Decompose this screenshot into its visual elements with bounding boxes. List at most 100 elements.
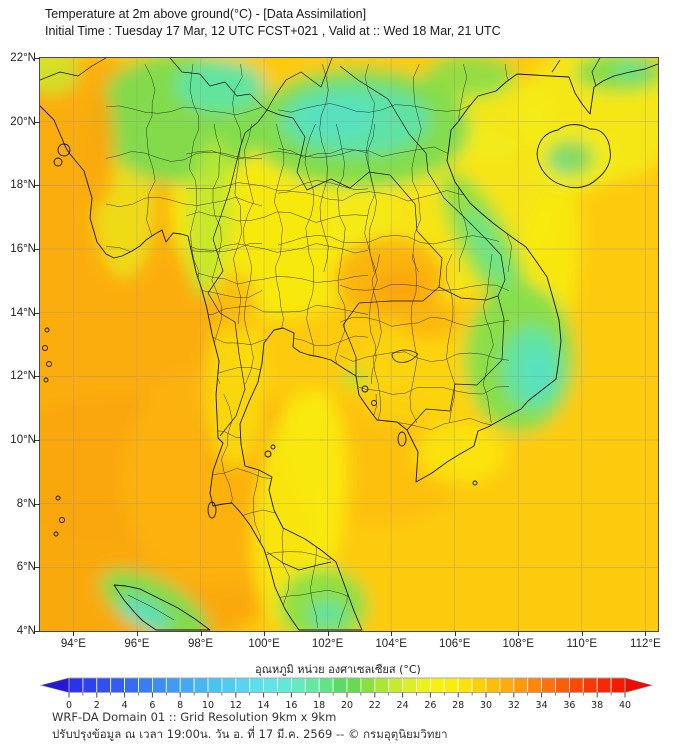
colorbar-segment bbox=[513, 677, 529, 693]
colorbar-segment bbox=[290, 677, 306, 693]
colorbar-segment bbox=[263, 677, 278, 693]
colorbar-tick-label: 38 bbox=[591, 700, 603, 711]
colorbar-segment bbox=[207, 677, 223, 693]
y-axis-label: 18°N bbox=[10, 179, 36, 192]
y-axis-tick bbox=[35, 503, 40, 505]
colorbar-segment bbox=[193, 677, 209, 693]
colorbar-segment bbox=[96, 677, 112, 693]
colorbar-segment bbox=[124, 677, 139, 693]
y-axis-tick bbox=[35, 249, 40, 250]
colorbar-segment bbox=[165, 677, 181, 693]
colorbar-segment bbox=[235, 677, 251, 693]
colorbar-title: อุณหภูมิ หน่วย องศาเซลเซียส (°C) bbox=[255, 663, 421, 676]
colorbar-segment bbox=[360, 677, 376, 693]
y-axis-label: 20°N bbox=[10, 115, 36, 128]
colorbar-segment bbox=[443, 677, 459, 693]
colorbar-segment bbox=[346, 677, 362, 693]
colorbar-overflow-arrow bbox=[624, 677, 654, 693]
footer-update-info: ปรับปรุงข้อมูล ณ เวลา 19:00น. วัน อ. ที่… bbox=[52, 727, 448, 741]
colorbar-segment bbox=[110, 677, 125, 693]
colorbar-tick-label: 18 bbox=[313, 700, 325, 711]
colorbar-segment bbox=[471, 677, 487, 693]
colorbar-tick-label: 8 bbox=[177, 700, 183, 711]
small-islands bbox=[42, 143, 478, 537]
country-borders bbox=[40, 58, 601, 571]
footer-model-info: WRF-DA Domain 01 :: Grid Resolution 9km … bbox=[52, 710, 337, 724]
colorbar-segment bbox=[179, 677, 195, 693]
x-axis-tick bbox=[518, 631, 520, 636]
x-axis-label: 106°E bbox=[438, 638, 471, 650]
colorbar-tick-label: 4 bbox=[122, 700, 128, 711]
y-axis-tick bbox=[35, 185, 40, 187]
x-axis-label: 98°E bbox=[187, 638, 214, 650]
colorbar-tick-label: 16 bbox=[285, 700, 297, 711]
y-axis-label: 6°N bbox=[16, 561, 36, 574]
y-axis-label: 12°N bbox=[10, 370, 36, 383]
y-axis-label: 8°N bbox=[16, 497, 36, 510]
colorbar-segment bbox=[457, 677, 473, 693]
x-axis-tick bbox=[391, 631, 393, 636]
colorbar-tick-label: 28 bbox=[452, 700, 464, 711]
colorbar-segment bbox=[318, 677, 334, 693]
colorbar-segment bbox=[82, 677, 98, 693]
x-axis-label: 94°E bbox=[60, 638, 86, 650]
x-axis-label: 100°E bbox=[248, 638, 280, 650]
x-axis-label: 110°E bbox=[566, 638, 598, 650]
y-axis-label: 10°N bbox=[10, 434, 36, 447]
colorbar-segment bbox=[416, 677, 431, 693]
colorbar-segment bbox=[429, 677, 445, 693]
colorbar-segment bbox=[485, 677, 501, 693]
colorbar-segment bbox=[541, 677, 556, 693]
hainan-island bbox=[536, 124, 611, 189]
x-axis-label: 112°E bbox=[630, 638, 661, 650]
y-axis-tick bbox=[35, 312, 40, 314]
colorbar-tick-label: 30 bbox=[480, 700, 492, 711]
graticule-gridlines bbox=[40, 58, 658, 631]
map-panel: 22°N 20°N 18°N 16°N 14°N 12°N 10°N 8°N 6°N 4°N 94… bbox=[10, 52, 660, 650]
colorbar-tick-label: 40 bbox=[619, 700, 631, 711]
phu-quoc-island bbox=[397, 431, 407, 447]
colorbar-segment bbox=[402, 677, 417, 693]
colorbar-tick-label: 24 bbox=[397, 700, 409, 711]
x-axis-label: 108°E bbox=[502, 638, 534, 650]
colorbar-segment bbox=[555, 677, 570, 693]
y-axis-label: 14°N bbox=[10, 306, 36, 319]
colorbar-tick-label: 0 bbox=[66, 700, 72, 711]
coastline bbox=[40, 63, 658, 631]
colorbar-segment bbox=[374, 677, 390, 693]
colorbar: 0 2 4 6 8 10 12 14 16 18 20 22 24 26 28 30 32 34 36 38 40 bbox=[39, 677, 654, 711]
y-axis-label: 16°N bbox=[10, 243, 36, 255]
x-axis-tick bbox=[264, 631, 266, 636]
y-axis-tick bbox=[35, 567, 40, 569]
colorbar-segment bbox=[499, 677, 515, 693]
colorbar-segment bbox=[221, 677, 237, 693]
colorbar-tick-label: 32 bbox=[508, 700, 520, 711]
colorbar-underflow-arrow bbox=[39, 677, 70, 693]
y-axis-label: 4°N bbox=[16, 625, 36, 638]
colorbar-tick-label: 26 bbox=[424, 700, 436, 711]
x-axis-label: 104°E bbox=[375, 638, 407, 650]
x-axis-tick bbox=[645, 631, 647, 636]
colorbar-tick-label: 14 bbox=[258, 700, 270, 711]
colorbar-tick-label: 20 bbox=[341, 700, 353, 711]
colorbar-tick-label: 12 bbox=[230, 700, 242, 711]
colorbar-segment bbox=[249, 677, 264, 693]
y-axis-tick bbox=[35, 376, 40, 378]
y-axis-tick bbox=[35, 121, 40, 123]
colorbar-tick-label: 10 bbox=[202, 700, 214, 711]
colorbar-segment bbox=[68, 677, 84, 693]
sumatra-island bbox=[113, 584, 211, 631]
x-axis-tick bbox=[327, 631, 329, 636]
x-axis-tick bbox=[581, 631, 583, 636]
colorbar-segment bbox=[610, 677, 626, 693]
y-axis-tick bbox=[35, 58, 40, 59]
page-title: Temperature at 2m above ground(°C) - [Da… bbox=[45, 7, 367, 21]
x-axis-tick bbox=[136, 631, 138, 636]
x-axis-label: 102°E bbox=[311, 638, 344, 650]
x-axis-tick bbox=[200, 631, 202, 636]
colorbar-tick-label: 22 bbox=[369, 700, 381, 711]
x-axis-label: 96°E bbox=[124, 638, 150, 650]
colorbar-segment bbox=[304, 677, 320, 693]
colorbar-segment bbox=[277, 677, 292, 693]
